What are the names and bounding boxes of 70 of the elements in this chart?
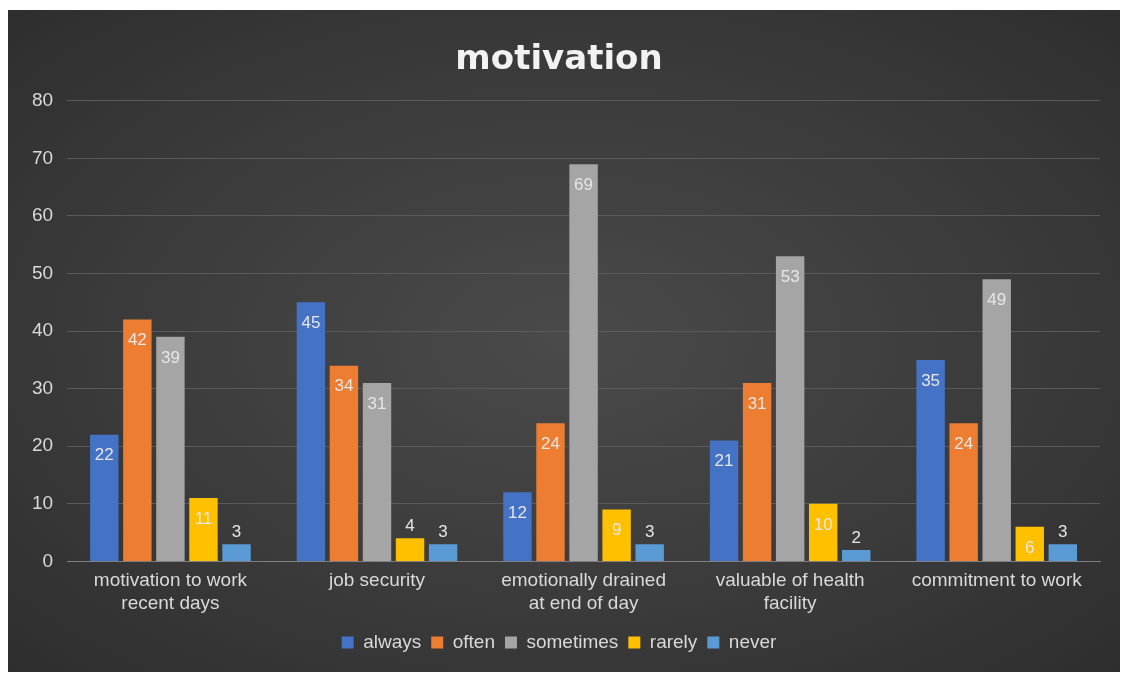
data-label: 3 bbox=[644, 521, 655, 541]
data-label: 39 bbox=[160, 347, 180, 367]
data-label: 45 bbox=[301, 313, 321, 332]
y-tick-label: 60 bbox=[31, 204, 54, 226]
x-tick-label: emotionally drained at end of day bbox=[501, 569, 666, 613]
x-tick-label: commitment to work bbox=[911, 569, 1083, 591]
bar bbox=[1015, 526, 1044, 561]
bar bbox=[156, 336, 185, 561]
y-tick-label: 0 bbox=[42, 549, 54, 571]
bar bbox=[949, 423, 978, 561]
data-label: 22 bbox=[94, 445, 114, 465]
bar bbox=[123, 319, 152, 561]
x-tick-label: valuable of health facility bbox=[715, 569, 865, 613]
x-tick-label: job security bbox=[327, 569, 426, 591]
data-label: 21 bbox=[714, 451, 734, 471]
y-tick-label: 20 bbox=[31, 434, 54, 456]
bar bbox=[742, 382, 772, 561]
bar bbox=[428, 544, 458, 561]
data-label: 31 bbox=[747, 393, 767, 413]
legend-label: sometimes bbox=[526, 630, 619, 652]
data-label: 11 bbox=[194, 508, 213, 528]
data-label: 53 bbox=[780, 266, 800, 286]
legend-label: never bbox=[728, 630, 778, 652]
data-label: 24 bbox=[954, 433, 974, 453]
data-label: 24 bbox=[541, 433, 560, 453]
data-label: 10 bbox=[813, 514, 833, 534]
bar bbox=[503, 492, 532, 561]
data-label: 2 bbox=[851, 527, 861, 547]
bar bbox=[189, 498, 218, 561]
bar bbox=[536, 423, 565, 561]
x-tick-label: motivation to work recent days bbox=[93, 569, 248, 613]
bar bbox=[296, 302, 326, 561]
bar bbox=[808, 503, 838, 561]
bar bbox=[90, 434, 119, 561]
data-label: 3 bbox=[438, 521, 448, 541]
bar bbox=[842, 549, 871, 561]
legend-label: often bbox=[452, 630, 495, 652]
data-label: 6 bbox=[1025, 537, 1035, 557]
y-tick-label: 50 bbox=[31, 261, 54, 283]
y-tick-label: 30 bbox=[31, 376, 54, 398]
legend-label: rarely bbox=[649, 630, 698, 652]
data-label: 4 bbox=[405, 516, 415, 536]
data-label: 3 bbox=[1058, 521, 1068, 541]
bar bbox=[569, 164, 598, 561]
bar bbox=[222, 544, 251, 561]
bar bbox=[635, 544, 664, 561]
data-label: 49 bbox=[987, 289, 1007, 309]
y-tick-label: 10 bbox=[31, 492, 54, 514]
chart-title: motivation bbox=[455, 37, 663, 78]
y-tick-label: 80 bbox=[31, 89, 54, 111]
data-label: 12 bbox=[508, 503, 527, 522]
legend-label: always bbox=[363, 630, 422, 652]
data-label: 34 bbox=[334, 376, 354, 396]
y-tick-label: 70 bbox=[31, 146, 54, 168]
bar bbox=[1048, 544, 1078, 561]
bar bbox=[775, 256, 805, 561]
data-label: 3 bbox=[231, 521, 242, 541]
data-label: 42 bbox=[127, 330, 147, 350]
data-label: 31 bbox=[367, 393, 387, 413]
data-label: 69 bbox=[574, 174, 594, 194]
bar bbox=[362, 382, 392, 561]
bar bbox=[395, 538, 425, 561]
bar bbox=[709, 440, 739, 561]
bar bbox=[329, 365, 359, 561]
bar bbox=[982, 279, 1011, 561]
bar bbox=[602, 509, 631, 561]
data-label: 35 bbox=[921, 370, 941, 390]
y-tick-label: 40 bbox=[31, 319, 54, 341]
data-label: 9 bbox=[611, 520, 622, 540]
bar bbox=[916, 359, 945, 561]
